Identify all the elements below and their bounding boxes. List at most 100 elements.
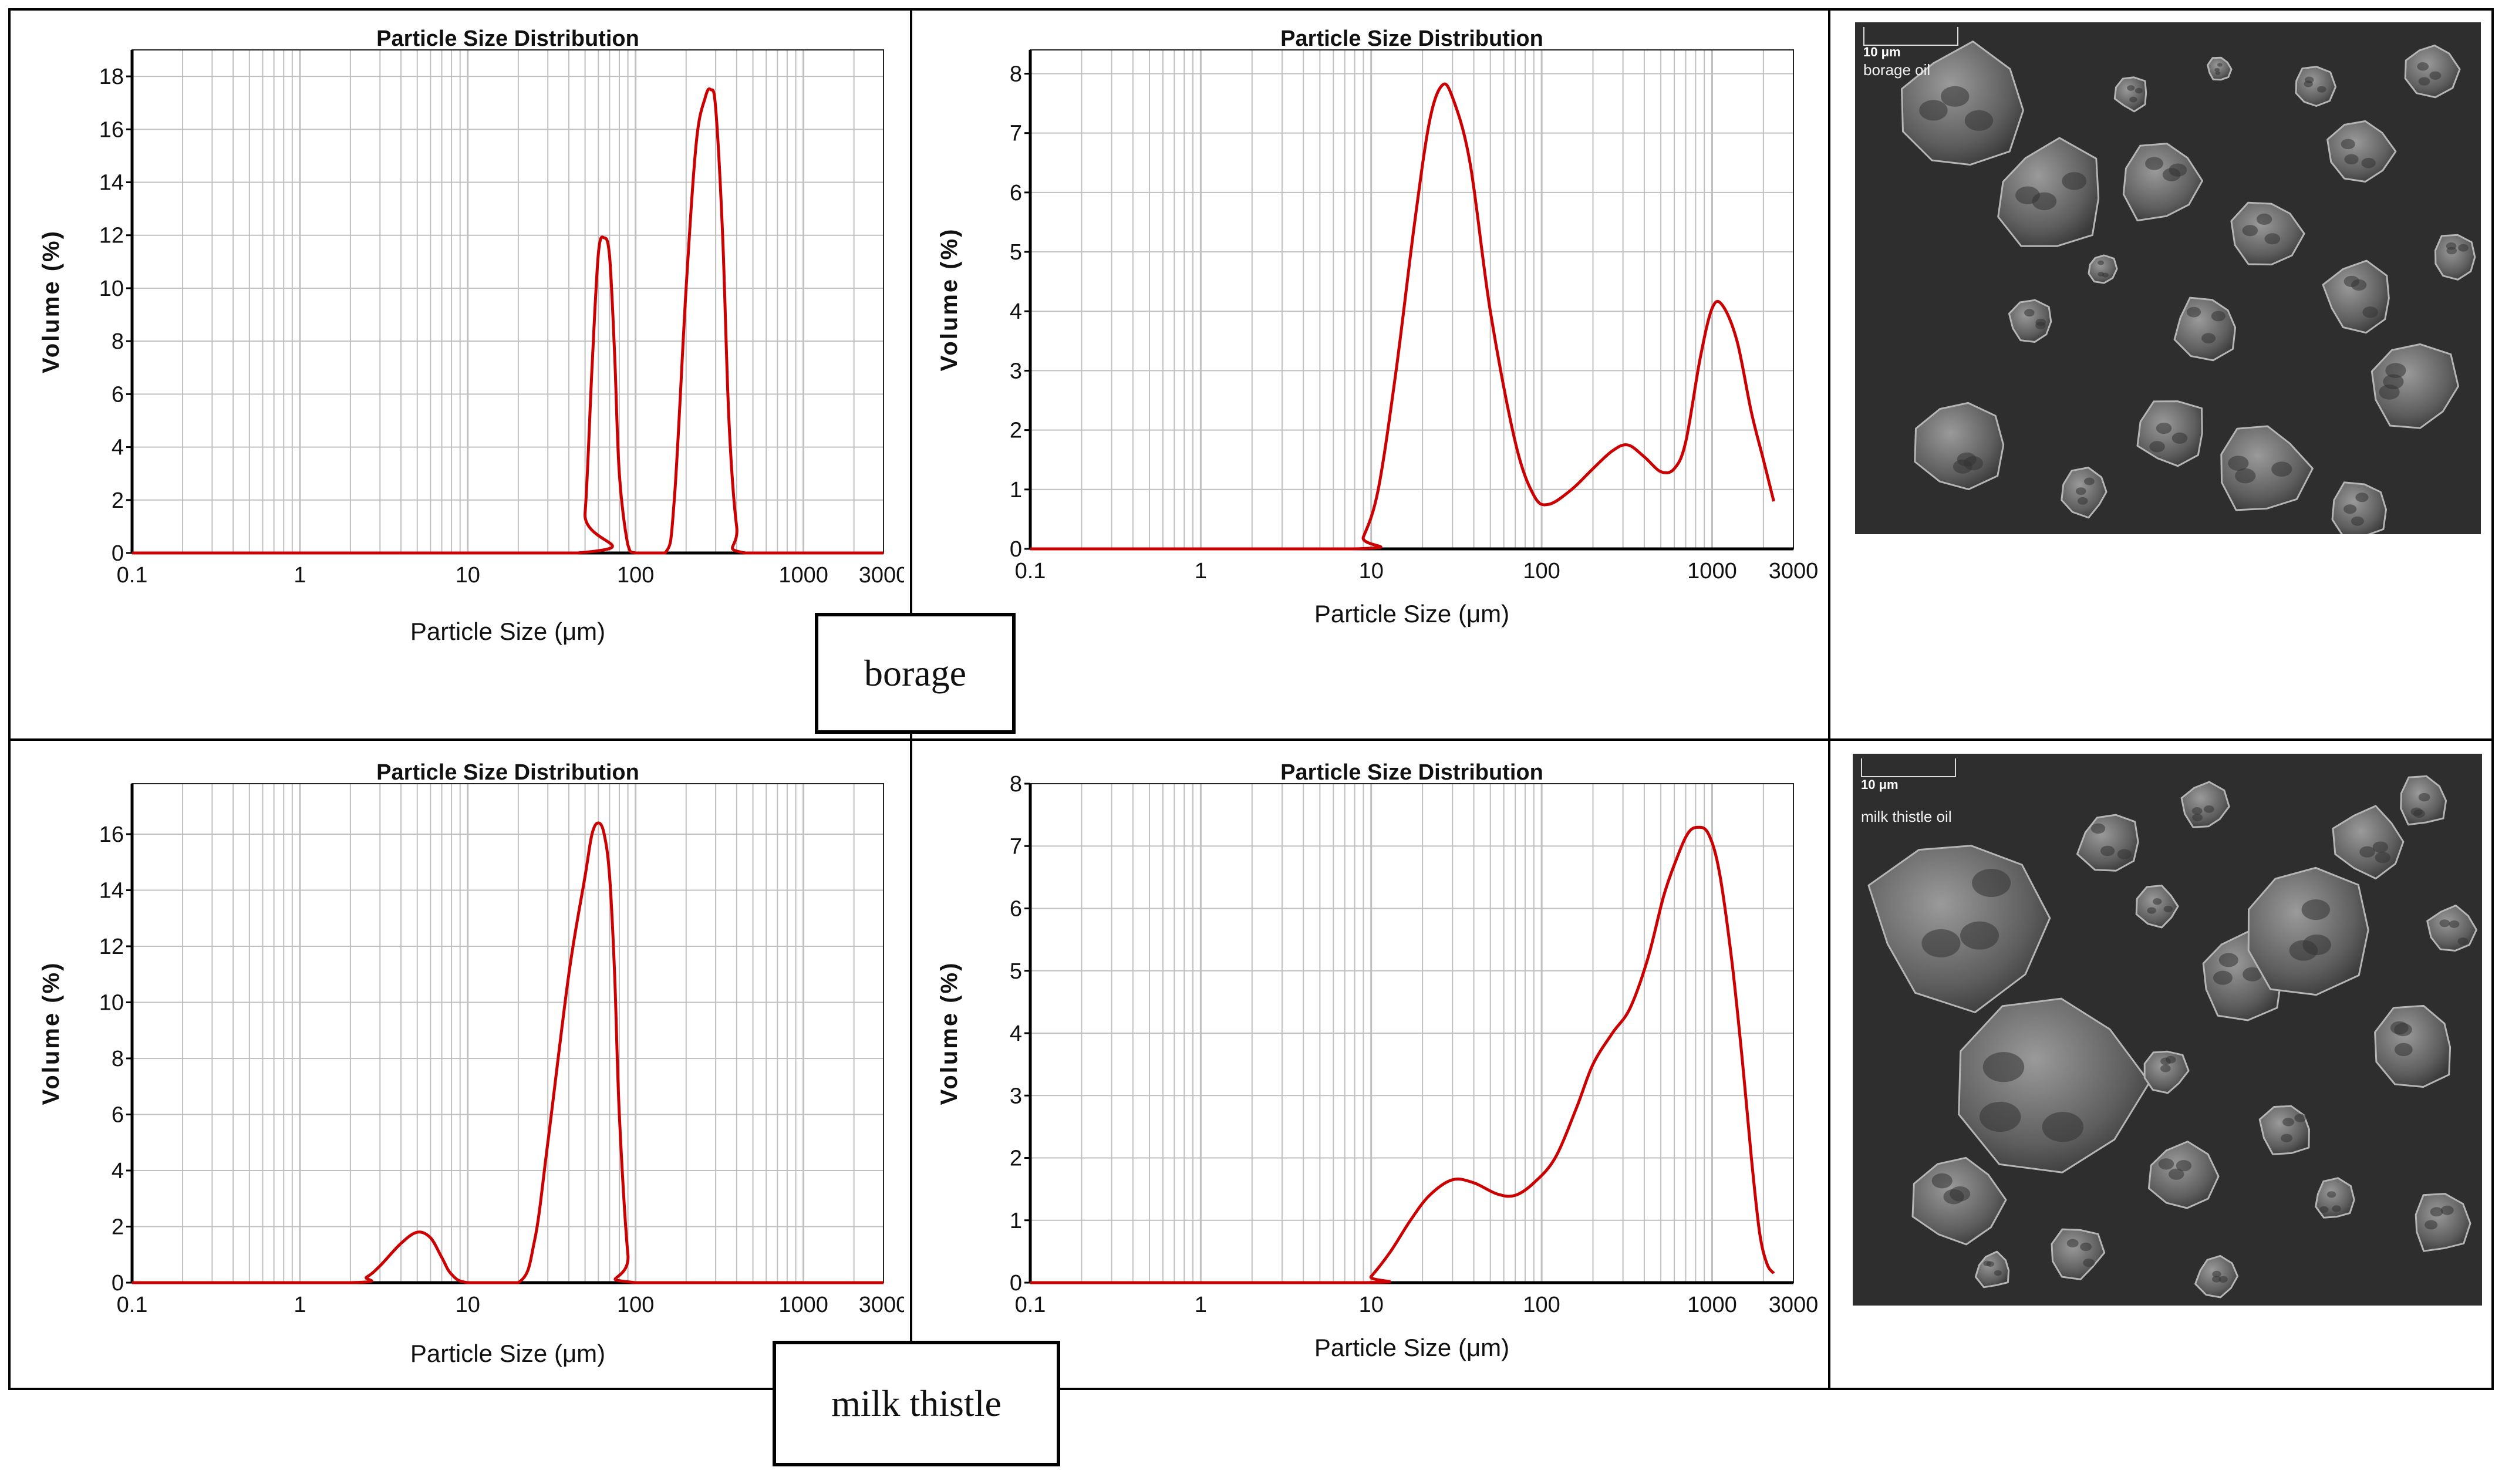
chart-borage-a: 0 2 4 6 8 10 12 14 16 18 0.1 1 10 100 1000 3000 Particle… <box>38 26 904 645</box>
y-tick-label: 2 <box>1010 1146 1022 1171</box>
particle <box>2322 259 2390 334</box>
x-tick-label: 100 <box>617 563 654 588</box>
particle <box>1997 137 2100 247</box>
y-tick-label: 7 <box>1010 834 1022 859</box>
particle <box>1901 41 2024 166</box>
y-tick-label: 8 <box>112 329 124 354</box>
particle <box>2258 1105 2310 1155</box>
y-tick-label: 16 <box>99 117 124 142</box>
particle <box>2143 1050 2190 1094</box>
x-tick-label: 1 <box>1195 559 1207 584</box>
particle <box>2331 481 2387 534</box>
particle <box>1867 845 2051 1013</box>
y-tick-label: 3 <box>1010 1084 1022 1108</box>
sem-caption: borage oil <box>1863 61 1931 79</box>
particle <box>2332 805 2405 880</box>
x-tick-label: 0.1 <box>117 563 148 588</box>
y-tick-label: 18 <box>99 65 124 89</box>
series-line <box>132 821 884 1284</box>
y-tick-label: 2 <box>1010 419 1022 443</box>
y-tick-label: 6 <box>112 1102 124 1127</box>
particle <box>2122 143 2203 222</box>
plot-area <box>132 50 884 553</box>
particle <box>2415 1193 2471 1252</box>
scale-bar <box>1861 758 1956 777</box>
scale-bar <box>1863 27 1958 46</box>
particle <box>2434 234 2476 281</box>
particle <box>2061 467 2108 519</box>
particle <box>2147 1141 2220 1209</box>
x-axis-label: Particle Size (μm) <box>1314 1334 1509 1361</box>
sample-label-borage: borage <box>815 613 1016 734</box>
x-tick-label: 1000 <box>1687 1293 1737 1317</box>
series-line <box>132 87 884 555</box>
y-tick-label: 5 <box>1010 959 1022 984</box>
x-tick-label: 0.1 <box>117 1293 148 1317</box>
x-axis-label: Particle Size (μm) <box>410 1340 605 1367</box>
particle <box>2404 44 2461 99</box>
sem-scale-label: 10 μm <box>1861 777 1899 792</box>
y-grid <box>132 833 884 1283</box>
y-tick-label: 6 <box>1010 897 1022 922</box>
particle <box>2220 425 2314 511</box>
particle <box>1958 997 2150 1173</box>
particle <box>2230 201 2305 266</box>
y-tick-label: 5 <box>1010 240 1022 265</box>
y-tick-label: 4 <box>1010 299 1022 324</box>
particle <box>2371 343 2459 429</box>
particle <box>2180 781 2230 828</box>
sem-image-milk-thistle: 10 μm milk thistle oil <box>1853 754 2482 1306</box>
particle <box>2247 866 2369 996</box>
chart-milk-thistle-b: 0 1 2 3 4 5 6 7 8 0.1 1 10 100 1000 3000 Particle Size … <box>936 760 1819 1361</box>
y-tick-label: 16 <box>99 822 124 847</box>
sem-image-borage: 10 μm borage oil <box>1855 22 2481 534</box>
sem-caption: milk thistle oil <box>1861 808 1952 825</box>
y-tick-label: 0 <box>112 1271 124 1296</box>
y-tick-label: 3 <box>1010 359 1022 383</box>
y-axis-label: Volume (%) <box>38 230 64 373</box>
y-tick-label: 4 <box>112 1159 124 1183</box>
particle <box>2088 254 2118 284</box>
y-tick-label: 2 <box>112 488 124 513</box>
plot-area <box>132 784 884 1283</box>
particle <box>2051 1228 2106 1280</box>
particle <box>2136 400 2203 467</box>
y-tick-label: 10 <box>99 276 124 301</box>
y-tick-label: 4 <box>112 436 124 460</box>
x-tick-label: 1000 <box>778 1293 828 1317</box>
x-tick-label: 1 <box>294 563 306 588</box>
y-tick-label: 12 <box>99 935 124 959</box>
y-tick-label: 4 <box>1010 1021 1022 1046</box>
x-tick-label: 1 <box>1195 1293 1207 1317</box>
x-tick-label: 100 <box>617 1293 654 1317</box>
chart-borage-b: 0 1 2 3 4 5 6 7 8 0.1 1 10 100 1000 3000 Particle Size … <box>936 26 1818 628</box>
particle <box>2295 66 2337 107</box>
particle <box>2315 1177 2355 1219</box>
particle <box>1914 402 2005 491</box>
x-tick-label: 0.1 <box>1015 1293 1046 1317</box>
particle <box>2374 1004 2452 1088</box>
plot-area <box>1030 50 1793 549</box>
particle <box>2135 885 2179 929</box>
chart-title: Particle Size Distribution <box>376 760 639 785</box>
y-tick-label: 7 <box>1010 122 1022 146</box>
y-tick-label: 2 <box>112 1215 124 1239</box>
series-line <box>1030 82 1775 551</box>
series-line <box>1030 825 1775 1284</box>
y-tick-label: 6 <box>112 382 124 407</box>
x-tick-label: 3000 <box>859 563 904 588</box>
x-tick-label: 10 <box>456 1293 480 1317</box>
x-tick-label: 1 <box>294 1293 306 1317</box>
chart-title: Particle Size Distribution <box>1280 26 1543 51</box>
y-tick-label: 6 <box>1010 181 1022 205</box>
x-tick-label: 3000 <box>1769 1293 1819 1317</box>
x-axis-label: Particle Size (μm) <box>410 618 605 645</box>
y-tick-label: 1 <box>1010 1209 1022 1233</box>
y-tick-label: 0 <box>1010 537 1022 562</box>
y-tick-label: 0 <box>112 541 124 566</box>
y-axis-label: Volume (%) <box>936 228 962 372</box>
table-cell-r2c3 <box>1828 738 2494 1390</box>
chart-title: Particle Size Distribution <box>1280 760 1543 785</box>
y-tick-label: 12 <box>99 224 124 248</box>
